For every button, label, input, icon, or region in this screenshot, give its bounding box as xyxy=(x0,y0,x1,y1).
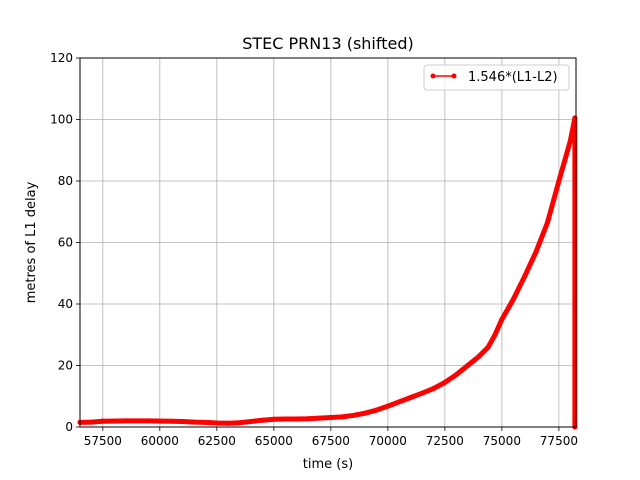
data-point xyxy=(485,344,491,350)
data-point xyxy=(385,403,391,409)
legend: 1.546*(L1-L2) xyxy=(423,64,570,91)
data-point xyxy=(305,416,311,422)
data-point xyxy=(328,414,334,420)
x-tick-label: 65000 xyxy=(255,434,293,448)
x-tick-label: 77500 xyxy=(540,434,578,448)
y-tick-label: 120 xyxy=(50,51,73,65)
data-point xyxy=(362,410,368,416)
y-tick-label: 40 xyxy=(58,297,73,311)
data-point xyxy=(237,420,243,426)
y-tick-label: 80 xyxy=(58,174,73,188)
data-point xyxy=(476,353,482,359)
data-point xyxy=(339,414,345,420)
y-axis-label: metres of L1 delay xyxy=(24,181,39,303)
data-point xyxy=(248,418,254,424)
data-point xyxy=(533,249,539,255)
data-point xyxy=(351,412,357,418)
data-point xyxy=(522,273,528,279)
data-point xyxy=(88,419,94,425)
data-point xyxy=(145,418,151,424)
data-point xyxy=(294,416,300,422)
data-point xyxy=(168,418,174,424)
data-point xyxy=(572,115,578,121)
x-tick-label: 72500 xyxy=(426,434,464,448)
x-tick-label: 75000 xyxy=(483,434,521,448)
x-tick-label: 60000 xyxy=(141,434,179,448)
y-tick-label: 100 xyxy=(50,113,73,127)
data-point xyxy=(430,386,436,392)
legend-swatch-marker xyxy=(430,73,436,79)
data-point xyxy=(180,418,186,424)
data-point xyxy=(191,419,197,425)
data-point xyxy=(556,178,562,184)
data-point xyxy=(567,138,573,144)
data-point xyxy=(373,407,379,413)
data-point xyxy=(510,296,516,302)
x-tick-label: 57500 xyxy=(84,434,122,448)
data-point xyxy=(225,420,231,426)
x-tick-label: 62500 xyxy=(198,434,236,448)
legend-box xyxy=(423,64,570,91)
data-point xyxy=(465,363,471,368)
data-point xyxy=(442,379,448,385)
data-point xyxy=(316,415,322,421)
data-point xyxy=(100,418,106,424)
data-point xyxy=(271,416,277,422)
data-point xyxy=(214,420,220,426)
data-point xyxy=(492,332,498,338)
data-point xyxy=(544,220,550,226)
data-point xyxy=(123,418,129,424)
data-point xyxy=(419,390,425,396)
series-layer xyxy=(77,115,578,430)
x-tick-label: 67500 xyxy=(312,434,350,448)
data-point xyxy=(396,399,402,405)
y-tick-label: 60 xyxy=(58,236,73,250)
y-tick-label: 20 xyxy=(58,359,73,373)
data-point xyxy=(259,417,265,423)
tick-layer: 57500 60000 62500 65000 67500 70000 72500 75000… xyxy=(50,51,578,448)
data-point xyxy=(499,316,505,322)
data-point xyxy=(282,416,288,422)
data-point xyxy=(453,372,459,378)
y-tick-label: 0 xyxy=(65,420,73,434)
x-tick-label: 70000 xyxy=(369,434,407,448)
legend-swatch-marker xyxy=(451,73,457,79)
data-point xyxy=(408,394,414,400)
x-axis-label: time (s) xyxy=(303,457,353,472)
data-point xyxy=(202,419,208,425)
legend-label: 1.546*(L1-L2) xyxy=(468,70,558,85)
chart-title: STEC PRN13 (shifted) xyxy=(242,34,414,53)
